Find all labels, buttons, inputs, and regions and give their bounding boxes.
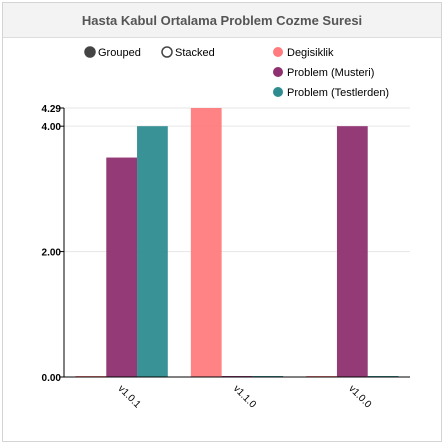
panel-header: Hasta Kabul Ortalama Problem Cozme Sures… [3,3,441,38]
legend-swatch[interactable] [273,47,283,57]
legend: Degisiklik Problem (Musteri) Problem (Test… [273,47,389,99]
legend-label[interactable]: Problem (Musteri) [287,67,374,79]
legend-item[interactable]: Problem (Testlerden) [273,87,389,99]
y-tick-label: 0.00 [42,373,62,384]
bar[interactable] [190,108,222,377]
grouped-label[interactable]: Grouped [98,47,141,59]
grouped-control[interactable]: Grouped [84,46,141,59]
stacked-label[interactable]: Stacked [175,47,215,59]
chart-panel: Hasta Kabul Ortalama Problem Cozme Sures… [2,2,442,442]
chart-title: Hasta Kabul Ortalama Problem Cozme Sures… [81,12,363,28]
y-tick-label: 4.00 [42,122,62,133]
y-tick-label: 2.00 [42,248,62,259]
bar[interactable] [336,126,368,378]
legend-item[interactable]: Degisiklik [273,47,334,59]
bar[interactable] [106,157,138,377]
x-tick-label: v1.1.0 [231,383,258,410]
legend-item[interactable]: Problem (Musteri) [273,67,374,79]
legend-label[interactable]: Problem (Testlerden) [287,87,389,99]
y-tick-label: 4.29 [42,104,62,115]
legend-label[interactable]: Degisiklik [287,47,334,59]
x-tick-label: v1.0.1 [116,383,143,410]
stacked-control[interactable]: Stacked [161,46,215,59]
stacked-radio-icon[interactable] [161,46,173,58]
x-tick-label: v1.0.0 [346,383,373,410]
legend-swatch[interactable] [273,87,283,97]
bars [75,108,399,378]
legend-swatch[interactable] [273,67,283,77]
grouped-radio-icon[interactable] [84,46,96,58]
bar[interactable] [137,126,168,378]
